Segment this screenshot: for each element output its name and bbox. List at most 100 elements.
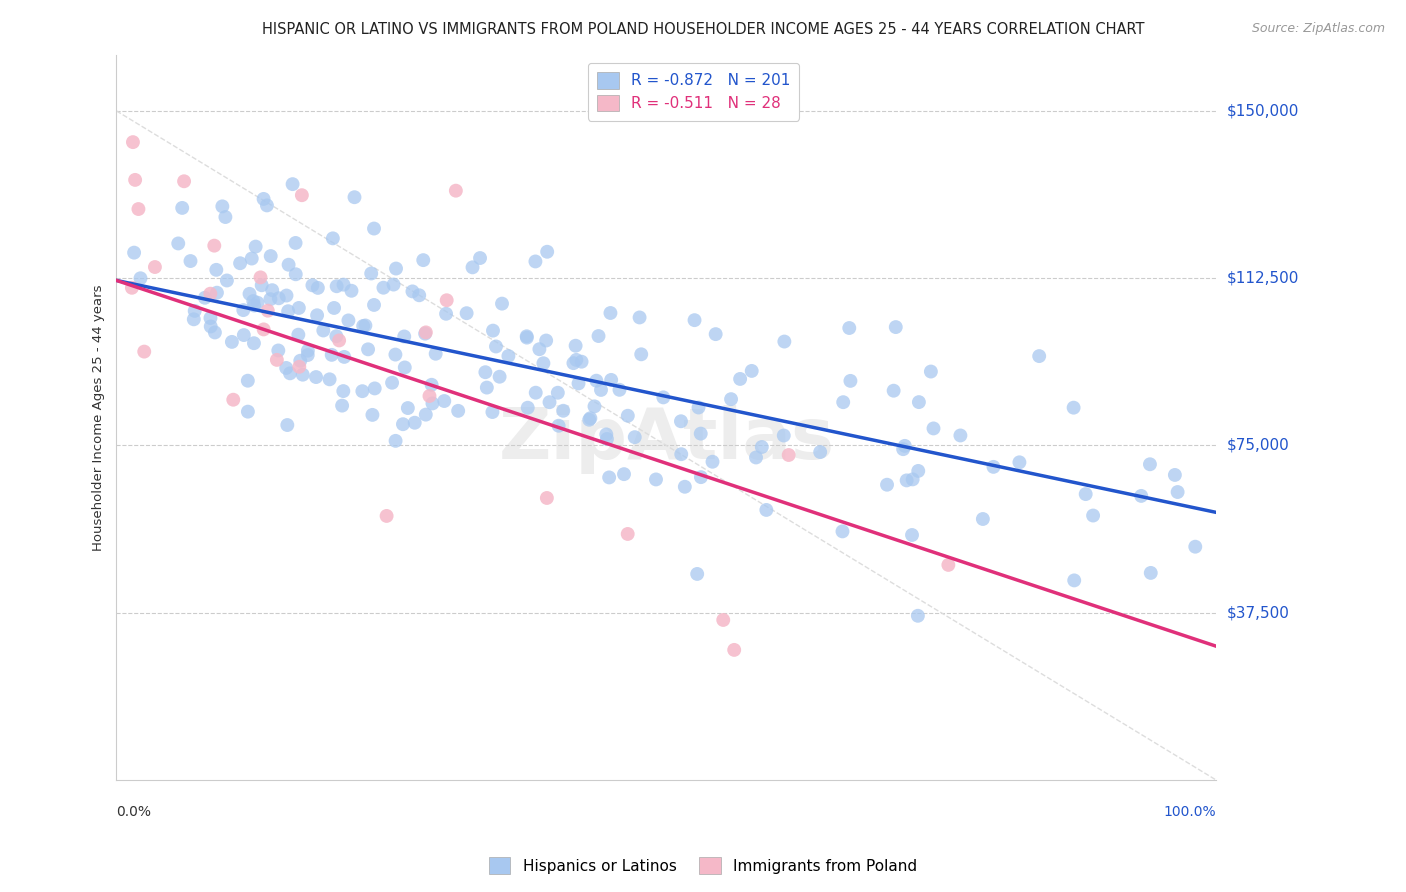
Point [250, 278, 273, 293]
Point [205, 285, 228, 300]
Point [599, 306, 621, 320]
Point [312, 323, 335, 337]
Point [343, 190, 366, 204]
Point [922, 421, 945, 435]
Point [547, 418, 569, 433]
Point [616, 527, 638, 541]
Point [340, 284, 363, 298]
Point [381, 376, 404, 390]
Point [745, 450, 768, 465]
Point [330, 399, 353, 413]
Point [124, 173, 146, 187]
Point [652, 390, 675, 404]
Text: HISPANIC OR LATINO VS IMMIGRANTS FROM POLAND HOUSEHOLDER INCOME AGES 25 - 44 YEA: HISPANIC OR LATINO VS IMMIGRANTS FROM PO… [262, 22, 1144, 37]
Point [896, 474, 918, 488]
Point [613, 467, 636, 482]
Point [413, 326, 436, 341]
Point [773, 334, 796, 349]
Point [1081, 508, 1104, 523]
Point [333, 350, 356, 364]
Point [983, 459, 1005, 474]
Point [1167, 485, 1189, 500]
Point [589, 383, 612, 397]
Point [688, 401, 710, 415]
Point [645, 472, 668, 486]
Point [1164, 467, 1187, 482]
Point [129, 271, 152, 285]
Point [321, 348, 343, 362]
Point [839, 374, 862, 388]
Point [396, 401, 419, 415]
Point [553, 403, 575, 417]
Point [221, 334, 243, 349]
Point [276, 361, 298, 376]
Point [214, 210, 236, 224]
Point [384, 434, 406, 448]
Point [200, 319, 222, 334]
Point [200, 286, 222, 301]
Point [474, 365, 496, 379]
Point [949, 428, 972, 442]
Point [121, 281, 143, 295]
Point [456, 306, 478, 320]
Text: Source: ZipAtlas.com: Source: ZipAtlas.com [1251, 22, 1385, 36]
Point [529, 342, 551, 356]
Point [938, 558, 960, 572]
Point [686, 566, 709, 581]
Point [243, 336, 266, 351]
Point [290, 353, 312, 368]
Point [240, 252, 263, 266]
Point [488, 369, 510, 384]
Point [1028, 349, 1050, 363]
Point [690, 470, 713, 484]
Point [516, 329, 538, 343]
Point [907, 608, 929, 623]
Point [322, 231, 344, 245]
Point [671, 447, 693, 461]
Point [588, 329, 610, 343]
Point [883, 384, 905, 398]
Point [305, 370, 328, 384]
Point [972, 512, 994, 526]
Point [297, 348, 319, 362]
Point [357, 343, 380, 357]
Point [481, 405, 503, 419]
Text: $112,500: $112,500 [1227, 270, 1299, 285]
Point [1139, 566, 1161, 580]
Point [215, 273, 238, 287]
Point [920, 365, 942, 379]
Point [901, 528, 924, 542]
Point [1008, 455, 1031, 469]
Point [1063, 574, 1085, 588]
Text: $75,000: $75,000 [1227, 438, 1289, 453]
Point [876, 477, 898, 491]
Point [894, 439, 917, 453]
Point [361, 408, 384, 422]
Point [673, 480, 696, 494]
Point [1130, 489, 1153, 503]
Point [284, 267, 307, 281]
Point [288, 359, 311, 374]
Point [204, 326, 226, 340]
Point [524, 254, 547, 268]
Point [524, 385, 547, 400]
Point [628, 310, 651, 325]
Point [475, 380, 498, 394]
Point [172, 201, 194, 215]
Point [1074, 487, 1097, 501]
Legend: R = -0.872   N = 201, R = -0.511   N = 28: R = -0.872 N = 201, R = -0.511 N = 28 [588, 62, 800, 120]
Point [683, 313, 706, 327]
Point [363, 221, 385, 235]
Point [838, 321, 860, 335]
Text: ZipAtlas: ZipAtlas [498, 405, 834, 474]
Point [256, 303, 278, 318]
Point [415, 326, 437, 340]
Point [301, 278, 323, 293]
Point [278, 367, 301, 381]
Point [337, 313, 360, 327]
Point [297, 343, 319, 358]
Point [669, 414, 692, 428]
Point [596, 432, 619, 446]
Point [583, 400, 606, 414]
Point [259, 292, 281, 306]
